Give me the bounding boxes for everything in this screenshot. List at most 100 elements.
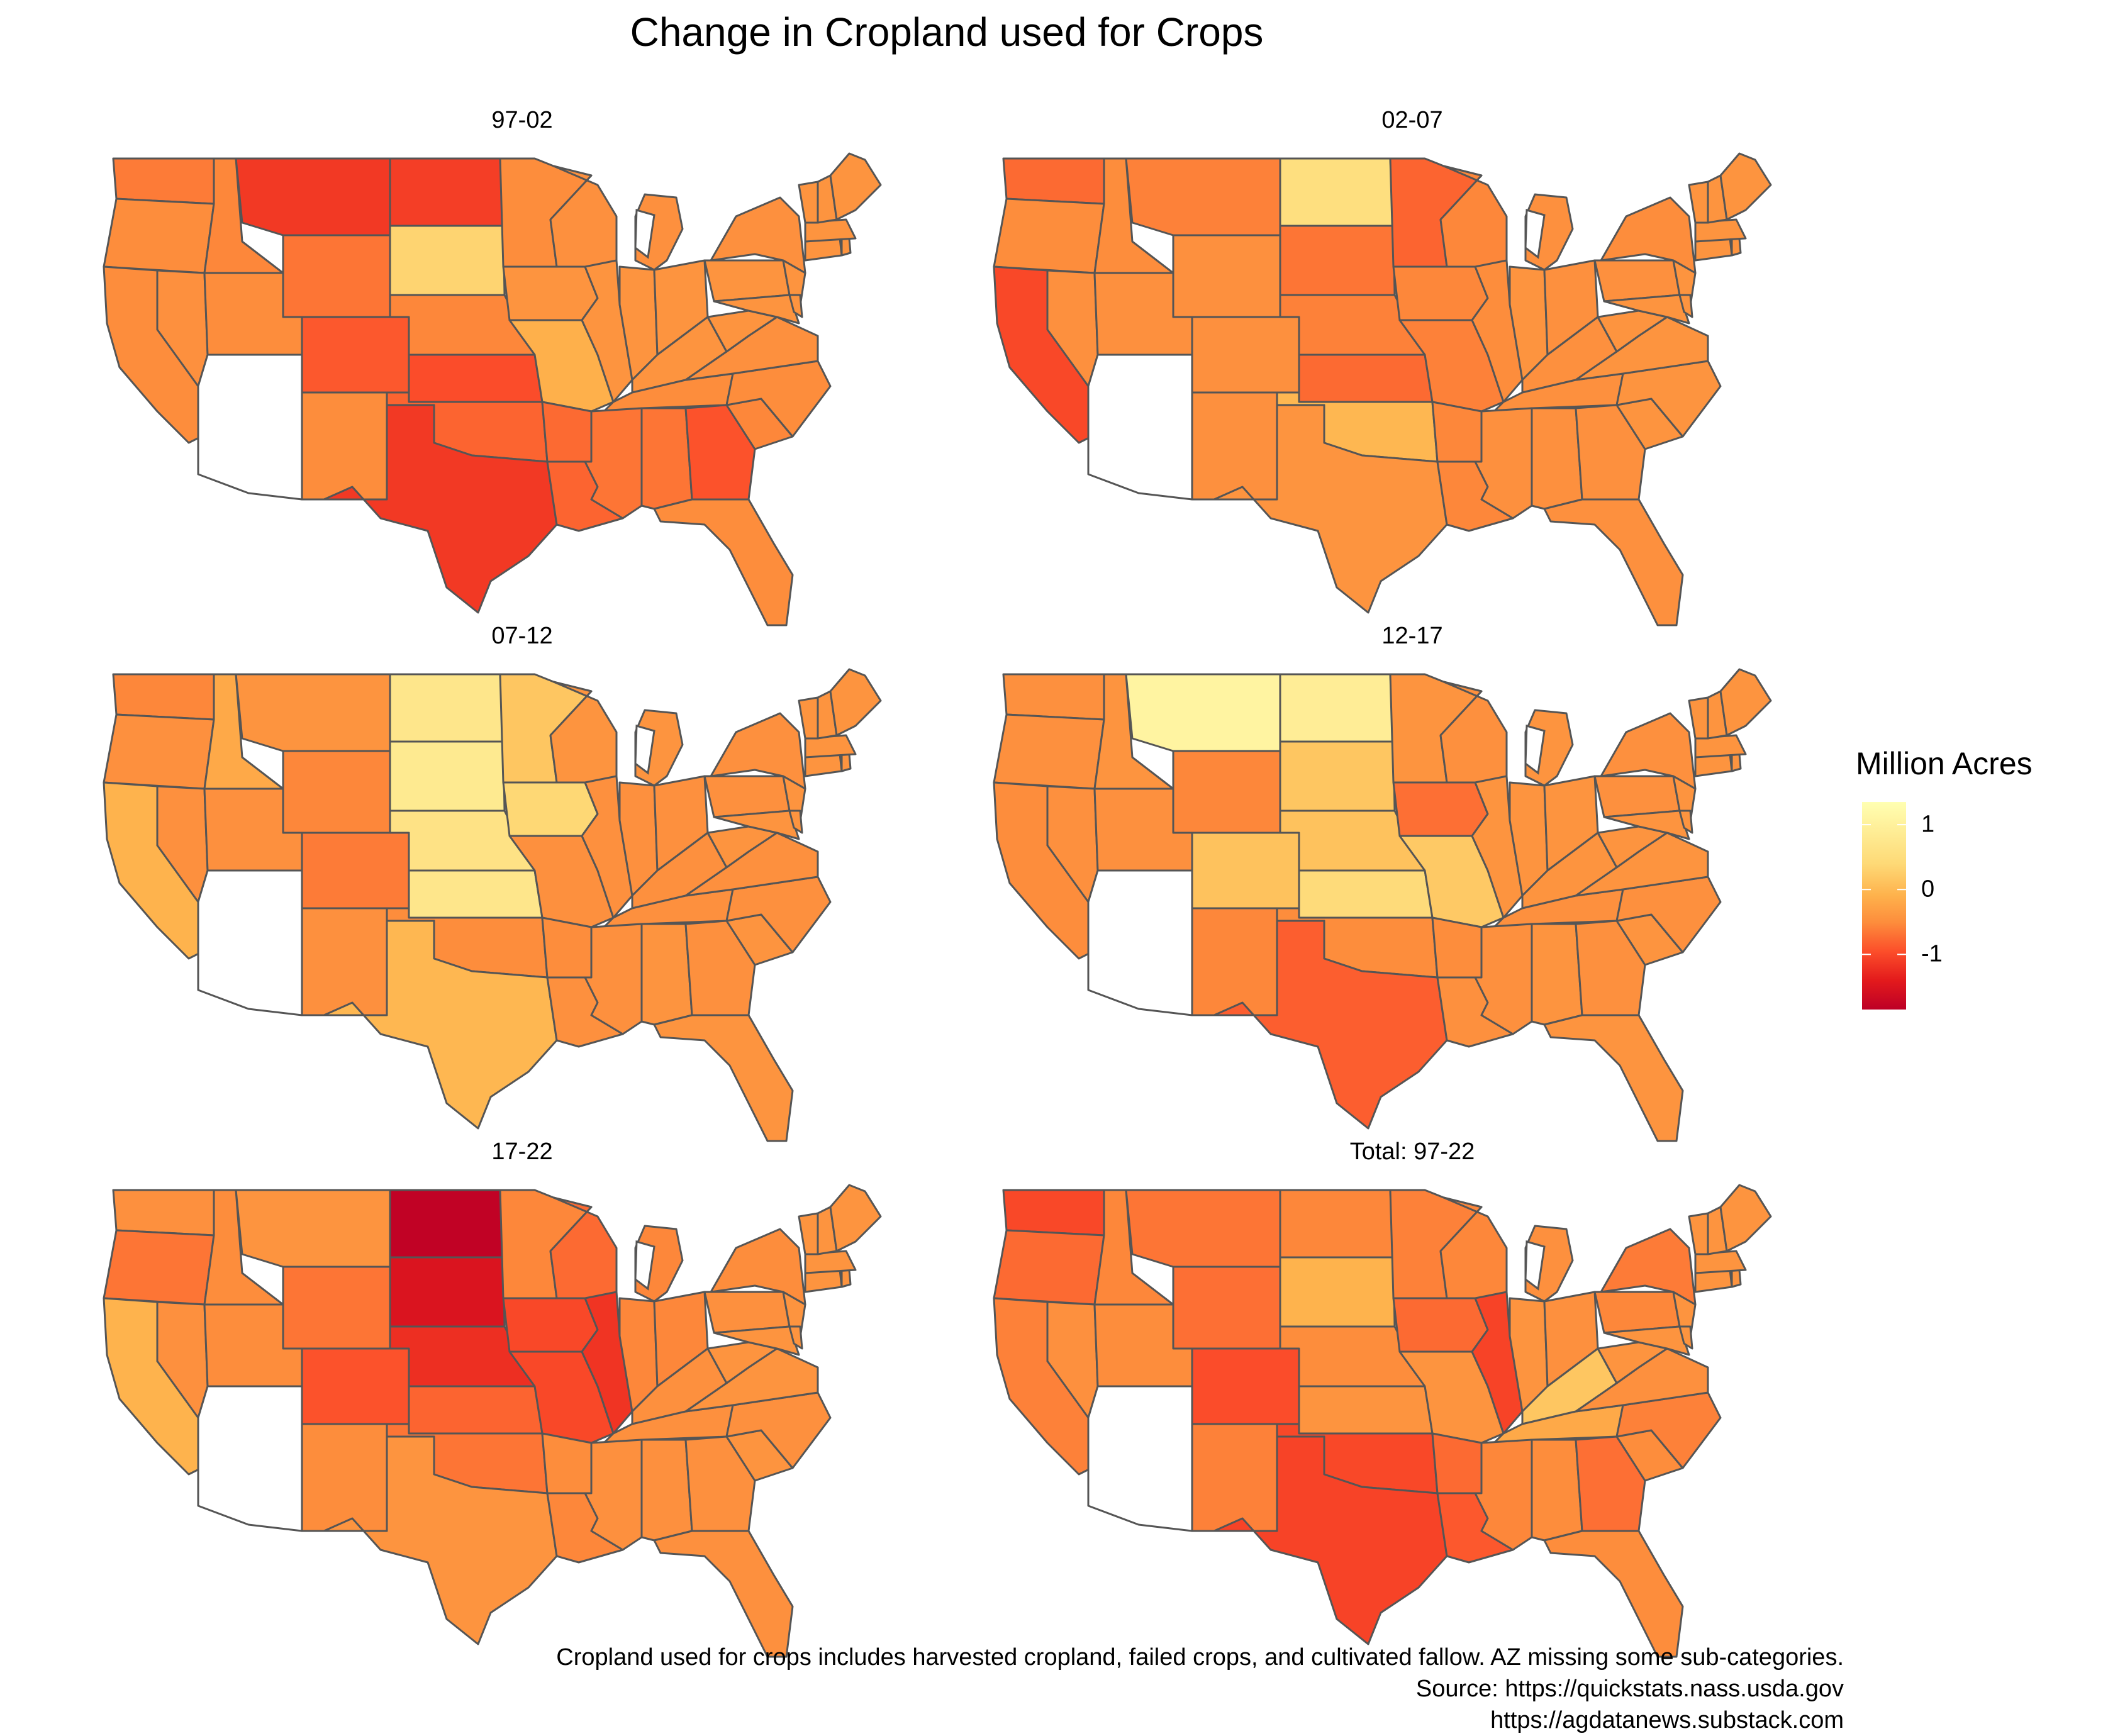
- state-ri: [840, 1269, 852, 1288]
- state-de: [1678, 1325, 1693, 1350]
- state-ga: [1575, 1435, 1646, 1532]
- us-state-map: [103, 152, 882, 626]
- state-ar: [1431, 401, 1483, 463]
- legend-title: Million Acres: [1856, 746, 2033, 781]
- state-de: [788, 810, 803, 834]
- state-me: [1719, 1184, 1772, 1252]
- state-co: [301, 832, 410, 910]
- state-nd: [1279, 1189, 1395, 1259]
- state-ks: [408, 1385, 544, 1435]
- state-mt: [235, 157, 391, 236]
- state-mt: [235, 1189, 391, 1268]
- state-me: [829, 152, 882, 221]
- state-sd: [1279, 1256, 1396, 1328]
- state-nm: [1191, 1423, 1278, 1532]
- caption-source: Source: https://quickstats.nass.usda.gov: [1415, 1676, 1844, 1702]
- legend-tick-label: 1: [1921, 811, 1935, 838]
- state-ks: [1298, 869, 1434, 919]
- map-panel-97-02: 97-02: [94, 107, 950, 626]
- state-sd: [389, 225, 506, 296]
- state-mt: [1125, 1189, 1281, 1268]
- state-nd: [1279, 157, 1395, 227]
- state-tx: [1213, 404, 1448, 614]
- map-panel-total-97-22: Total: 97-22: [984, 1138, 1840, 1658]
- panel-title: Total: 97-22: [1349, 1138, 1475, 1165]
- state-de: [788, 1325, 803, 1350]
- state-md: [713, 1325, 800, 1356]
- us-state-map: [103, 1184, 882, 1658]
- state-wv: [1597, 309, 1668, 353]
- state-fl: [653, 1014, 794, 1142]
- panel-title: 07-12: [491, 623, 553, 649]
- state-de: [1678, 294, 1693, 318]
- state-vt: [1688, 1212, 1709, 1255]
- state-ks: [1298, 353, 1434, 403]
- state-md: [1603, 810, 1690, 840]
- state-az: [1087, 353, 1193, 501]
- state-wy: [1172, 750, 1281, 834]
- state-wa: [112, 157, 215, 205]
- state-ga: [1575, 404, 1646, 501]
- map-panel-07-12: 07-12: [94, 623, 950, 1142]
- state-ms: [584, 923, 643, 1035]
- state-vt: [798, 696, 819, 740]
- state-ri: [1731, 237, 1742, 257]
- lake-michigan: [1524, 209, 1546, 259]
- lake-michigan: [1524, 725, 1546, 775]
- state-al: [640, 407, 693, 510]
- state-tx: [1213, 1435, 1448, 1645]
- panel-title: 97-02: [491, 107, 553, 133]
- state-md: [713, 810, 800, 840]
- panel-title: 12-17: [1381, 623, 1443, 649]
- state-ms: [584, 407, 643, 520]
- state-wa: [1002, 1189, 1105, 1237]
- state-ms: [1474, 407, 1533, 520]
- state-ny: [1600, 196, 1697, 274]
- state-ms: [1474, 923, 1533, 1035]
- state-ri: [840, 237, 852, 257]
- us-state-map: [103, 668, 882, 1142]
- state-nd: [389, 1189, 505, 1259]
- state-nm: [1191, 907, 1278, 1016]
- state-nd: [389, 673, 505, 743]
- state-mt: [235, 673, 391, 752]
- us-state-map: [993, 1184, 1772, 1658]
- map-panel-17-22: 17-22: [94, 1138, 950, 1658]
- state-wv: [1597, 1341, 1668, 1384]
- state-wy: [282, 1266, 391, 1350]
- state-co: [1191, 316, 1300, 394]
- state-ga: [684, 1435, 756, 1532]
- state-co: [301, 1347, 410, 1425]
- state-nd: [389, 157, 505, 227]
- state-co: [301, 316, 410, 394]
- state-ny: [710, 196, 806, 274]
- state-or: [993, 713, 1105, 790]
- state-tx: [323, 404, 558, 614]
- state-mt: [1125, 673, 1281, 752]
- state-nm: [301, 907, 388, 1016]
- state-az: [1087, 1385, 1193, 1532]
- state-vt: [798, 1212, 819, 1255]
- state-wa: [1002, 157, 1105, 205]
- state-al: [1531, 923, 1583, 1026]
- state-al: [1531, 407, 1583, 510]
- state-wy: [282, 234, 391, 318]
- state-wa: [112, 1189, 215, 1237]
- state-wy: [1172, 1266, 1281, 1350]
- state-wv: [706, 309, 778, 353]
- state-ia: [502, 265, 599, 321]
- state-wy: [282, 750, 391, 834]
- state-ga: [684, 404, 756, 501]
- state-ny: [1600, 712, 1697, 790]
- state-nm: [301, 391, 388, 501]
- state-al: [1531, 1438, 1583, 1542]
- state-de: [1678, 810, 1693, 834]
- state-ri: [840, 753, 852, 772]
- state-ar: [1431, 916, 1483, 979]
- state-vt: [798, 181, 819, 224]
- state-ms: [584, 1438, 643, 1551]
- chart-title: Change in Cropland used for Crops: [630, 9, 1264, 55]
- state-ks: [408, 869, 544, 919]
- lake-michigan: [634, 209, 655, 259]
- map-panel-02-07: 02-07: [984, 107, 1840, 626]
